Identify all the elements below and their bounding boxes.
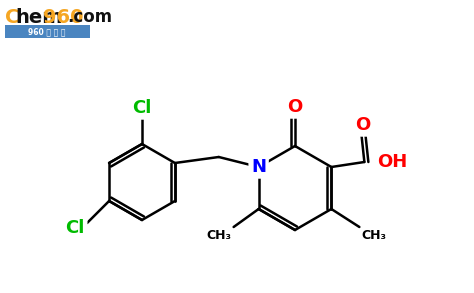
Text: 960: 960 (43, 8, 83, 27)
Text: CH₃: CH₃ (361, 229, 386, 242)
Text: Cl: Cl (65, 219, 85, 237)
FancyBboxPatch shape (5, 25, 90, 38)
Text: hem: hem (15, 8, 63, 27)
Text: CH₃: CH₃ (207, 229, 232, 242)
Text: O: O (287, 98, 302, 116)
Text: C: C (5, 8, 19, 27)
Text: Cl: Cl (132, 99, 152, 117)
Text: N: N (251, 158, 266, 176)
Text: 960 化 工 网: 960 化 工 网 (28, 27, 66, 36)
Text: O: O (355, 116, 370, 134)
Text: .com: .com (67, 8, 112, 26)
Text: OH: OH (377, 153, 408, 171)
